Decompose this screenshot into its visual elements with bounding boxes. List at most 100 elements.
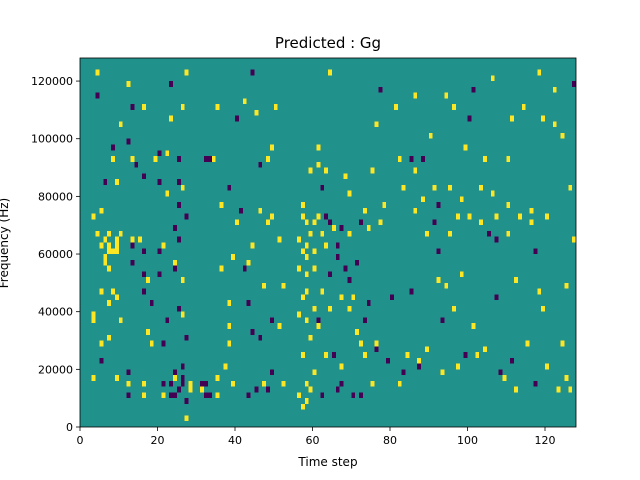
heatmap-cell — [269, 369, 274, 376]
heatmap-cell — [118, 230, 123, 237]
heatmap-cell — [486, 230, 491, 237]
heatmap-cell — [300, 403, 305, 410]
x-tick-label: 100 — [457, 434, 478, 447]
heatmap-cell — [339, 294, 344, 301]
heatmap-cell — [204, 380, 208, 387]
heatmap-cell — [103, 236, 108, 243]
heatmap-cell — [308, 386, 313, 393]
heatmap-cell — [165, 190, 170, 197]
heatmap-cell — [483, 156, 487, 162]
heatmap-cell — [312, 219, 317, 226]
heatmap-cell — [541, 115, 545, 122]
heatmap-cell — [107, 300, 111, 306]
heatmap-cell — [514, 277, 518, 283]
heatmap-cell — [149, 340, 154, 347]
heatmap-cell — [432, 184, 437, 191]
heatmap-cell — [331, 225, 336, 231]
heatmap-cell — [99, 340, 104, 347]
heatmap-cell — [103, 259, 108, 266]
heatmap-cell — [297, 236, 301, 243]
heatmap-cell — [355, 328, 359, 335]
heatmap-cell — [382, 202, 387, 208]
heatmap-cell — [506, 230, 511, 237]
heatmap-cell — [91, 375, 96, 381]
heatmap-cell — [153, 156, 158, 162]
heatmap-cell — [180, 104, 185, 110]
heatmap-cell — [316, 213, 321, 220]
heatmap-cell — [165, 317, 170, 324]
heatmap-cell — [107, 242, 111, 249]
heatmap-cell — [440, 369, 445, 376]
heatmap-cell — [316, 323, 321, 329]
y-tick-label: 120000 — [31, 75, 73, 88]
heatmap-cell — [91, 213, 96, 220]
heatmap-cell — [138, 236, 142, 243]
heatmap-cell — [277, 236, 282, 243]
heatmap-cell — [339, 380, 344, 387]
heatmap-cell — [157, 271, 162, 278]
heatmap-cell — [142, 248, 146, 255]
heatmap-cell — [184, 398, 189, 404]
heatmap-cell — [142, 392, 146, 399]
heatmap-cell — [304, 219, 309, 226]
heatmap-cell — [223, 363, 228, 370]
heatmap-cell — [444, 92, 449, 99]
heatmap-cell — [545, 213, 549, 220]
y-tick-label: 40000 — [38, 306, 73, 319]
heatmap-cell — [297, 392, 301, 399]
heatmap-cell — [215, 392, 220, 399]
heatmap-cell — [366, 225, 371, 231]
heatmap-cell — [300, 294, 305, 301]
y-tick-label: 0 — [66, 421, 73, 434]
heatmap-cell — [324, 242, 328, 249]
heatmap-cell — [374, 346, 379, 353]
heatmap-cell — [281, 380, 286, 387]
heatmap-cell — [541, 305, 545, 312]
heatmap-cell — [99, 288, 104, 295]
heatmap-cell — [99, 357, 104, 364]
heatmap-cell — [246, 259, 251, 266]
heatmap-cell — [308, 334, 313, 341]
heatmap-cell — [161, 392, 166, 399]
heatmap-cell — [103, 254, 108, 260]
heatmap-cell — [114, 179, 119, 185]
heatmap-cell — [378, 219, 383, 226]
heatmap-cell — [479, 184, 483, 191]
heatmap-cell — [95, 92, 100, 99]
y-axis-label: Frequency (Hz) — [0, 198, 11, 289]
heatmap-cell — [347, 277, 352, 283]
heatmap-cell — [99, 207, 104, 214]
heatmap-cell — [142, 173, 146, 180]
heatmap-cell — [328, 305, 332, 312]
heatmap-cell — [215, 104, 220, 110]
heatmap-cell — [490, 75, 495, 82]
heatmap-cell — [328, 219, 332, 226]
heatmap-cell — [552, 121, 557, 128]
heatmap-cell — [107, 334, 111, 341]
heatmap-cell — [169, 380, 173, 387]
heatmap-cell — [211, 156, 216, 162]
heatmap-cell — [494, 213, 499, 220]
y-axis: 0 20000 40000 60000 80000 100000 120000 — [31, 75, 80, 434]
heatmap-cell — [401, 369, 406, 376]
heatmap-cell — [417, 357, 421, 364]
heatmap-cell — [359, 219, 363, 226]
heatmap-cell — [231, 254, 235, 260]
heatmap-cell — [250, 69, 255, 76]
heatmap-cell — [157, 179, 162, 185]
heatmap-cell — [440, 317, 445, 324]
heatmap-cell — [552, 86, 557, 93]
heatmap-cell — [409, 288, 414, 295]
heatmap-cell — [370, 380, 375, 387]
heatmap-cell — [483, 346, 487, 353]
heatmap-cell — [362, 317, 367, 324]
heatmap-cell — [184, 213, 189, 220]
heatmap-cell — [262, 380, 266, 387]
heatmap-cell — [95, 230, 100, 237]
heatmap-cell — [126, 138, 131, 145]
heatmap-cell — [359, 340, 363, 347]
heatmap-cell — [529, 219, 534, 226]
heatmap-cell — [324, 213, 328, 220]
heatmap-cell — [397, 156, 402, 162]
heatmap-cell — [297, 265, 301, 272]
